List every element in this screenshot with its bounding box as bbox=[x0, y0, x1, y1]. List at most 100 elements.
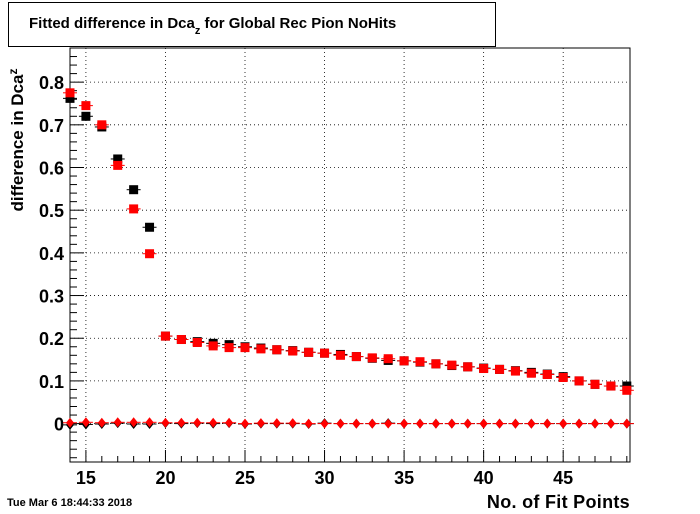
data-point-square bbox=[81, 101, 91, 111]
y-tick-label: 0.4 bbox=[39, 244, 64, 264]
data-point-square bbox=[383, 354, 393, 364]
title-box: Fitted difference in Dcaz for Global Rec… bbox=[8, 2, 496, 47]
data-point-diamond bbox=[304, 418, 313, 429]
y-tick-label: 0 bbox=[54, 415, 64, 435]
chart-title-subscript: z bbox=[194, 25, 201, 37]
data-point-square bbox=[176, 335, 186, 345]
data-point-diamond bbox=[543, 418, 552, 429]
data-point-square bbox=[65, 93, 75, 103]
series-4 bbox=[63, 417, 634, 429]
y-tick-label: 0.8 bbox=[39, 73, 64, 93]
data-point-square bbox=[129, 204, 139, 214]
data-point-square bbox=[160, 331, 170, 341]
data-point-square bbox=[129, 185, 139, 195]
axis-tick-labels: 15 20 25 30 35 40 45 0 0.1 0.2 0.3 0.4 0.5 0.6 0.7 0.8 bbox=[39, 73, 573, 488]
data-point-square bbox=[145, 249, 155, 259]
data-point-diamond bbox=[559, 418, 568, 429]
x-tick-label: 30 bbox=[315, 468, 335, 488]
chart-title: Fitted difference in Dcaz for Global Rec… bbox=[29, 15, 397, 37]
data-point-square bbox=[288, 346, 298, 356]
data-point-diamond bbox=[606, 418, 615, 429]
data-point-square bbox=[351, 352, 361, 362]
data-point-diamond bbox=[256, 418, 265, 429]
data-point-square bbox=[304, 347, 314, 357]
plot-frame bbox=[69, 47, 631, 463]
data-point-diamond bbox=[193, 417, 202, 428]
data-point-square bbox=[113, 160, 123, 170]
series-2 bbox=[63, 88, 634, 395]
data-point-square bbox=[65, 88, 75, 98]
data-point-diamond bbox=[352, 418, 361, 429]
data-point-diamond bbox=[336, 418, 345, 429]
data-point-diamond bbox=[272, 418, 281, 429]
data-point-diamond bbox=[400, 418, 409, 429]
y-tick-label: 0.2 bbox=[39, 329, 64, 349]
data-point-diamond bbox=[113, 417, 122, 428]
data-point-square bbox=[256, 344, 266, 354]
data-point-square bbox=[431, 359, 441, 369]
x-tick-label: 15 bbox=[76, 468, 96, 488]
x-tick-label: 20 bbox=[155, 468, 175, 488]
x-tick-label: 45 bbox=[553, 468, 573, 488]
data-point-square bbox=[145, 222, 155, 232]
data-point-diamond bbox=[225, 417, 234, 428]
data-point-square bbox=[224, 343, 234, 353]
data-point-diamond bbox=[416, 418, 424, 429]
data-point-square bbox=[335, 350, 345, 360]
data-point-square bbox=[479, 364, 489, 374]
data-point-diamond bbox=[209, 417, 218, 428]
data-point-square bbox=[447, 360, 457, 370]
data-point-diamond bbox=[320, 418, 329, 429]
data-point-diamond bbox=[527, 418, 536, 429]
axis-ticks bbox=[69, 47, 628, 462]
data-point-diamond bbox=[384, 418, 393, 429]
data-point-diamond bbox=[161, 417, 170, 428]
chart-title-rest: for Global Rec Pion NoHits bbox=[200, 15, 397, 32]
data-point-diamond bbox=[591, 418, 599, 429]
data-point-diamond bbox=[97, 417, 106, 428]
y-tick-label: 0.7 bbox=[39, 116, 64, 136]
y-axis-label-main: difference in Dca bbox=[8, 74, 27, 212]
data-point-square bbox=[526, 368, 536, 378]
data-point-diamond bbox=[511, 418, 520, 429]
y-tick-label: 0.3 bbox=[39, 287, 64, 307]
data-point-square bbox=[463, 362, 473, 372]
data-point-square bbox=[97, 120, 107, 130]
y-tick-label: 0.5 bbox=[39, 201, 64, 221]
data-point-square bbox=[240, 343, 250, 353]
series-1 bbox=[63, 93, 634, 391]
data-point-diamond bbox=[129, 417, 138, 428]
data-point-diamond bbox=[368, 418, 377, 429]
data-point-square bbox=[367, 353, 377, 363]
data-point-diamond bbox=[241, 418, 249, 429]
x-tick-label: 25 bbox=[235, 468, 255, 488]
data-point-diamond bbox=[479, 418, 488, 429]
data-point-square bbox=[399, 356, 409, 366]
data-point-square bbox=[590, 379, 600, 389]
data-point-square bbox=[320, 348, 330, 358]
data-point-square bbox=[81, 111, 91, 121]
x-tick-label: 35 bbox=[394, 468, 414, 488]
y-axis-label-subscript: z bbox=[6, 68, 20, 75]
data-point-square bbox=[606, 381, 616, 391]
y-axis-label: difference in Dcaz bbox=[6, 40, 28, 240]
data-point-square bbox=[558, 372, 568, 382]
data-point-square bbox=[208, 341, 218, 351]
y-tick-label: 0.1 bbox=[39, 372, 64, 392]
data-point-diamond bbox=[66, 417, 74, 428]
chart-title-main: Fitted difference in Dca bbox=[29, 15, 195, 32]
grid-lines bbox=[70, 48, 630, 462]
timestamp: Tue Mar 6 18:44:33 2018 bbox=[7, 497, 133, 509]
data-point-square bbox=[113, 154, 123, 164]
data-points bbox=[63, 88, 634, 430]
data-point-diamond bbox=[622, 418, 631, 429]
data-point-diamond bbox=[431, 418, 440, 429]
data-point-diamond bbox=[447, 418, 456, 429]
data-point-square bbox=[192, 337, 202, 347]
x-tick-label: 40 bbox=[474, 468, 494, 488]
data-point-square bbox=[574, 376, 584, 386]
data-point-square bbox=[415, 357, 425, 367]
data-point-square bbox=[510, 366, 520, 376]
data-point-square bbox=[542, 370, 552, 380]
